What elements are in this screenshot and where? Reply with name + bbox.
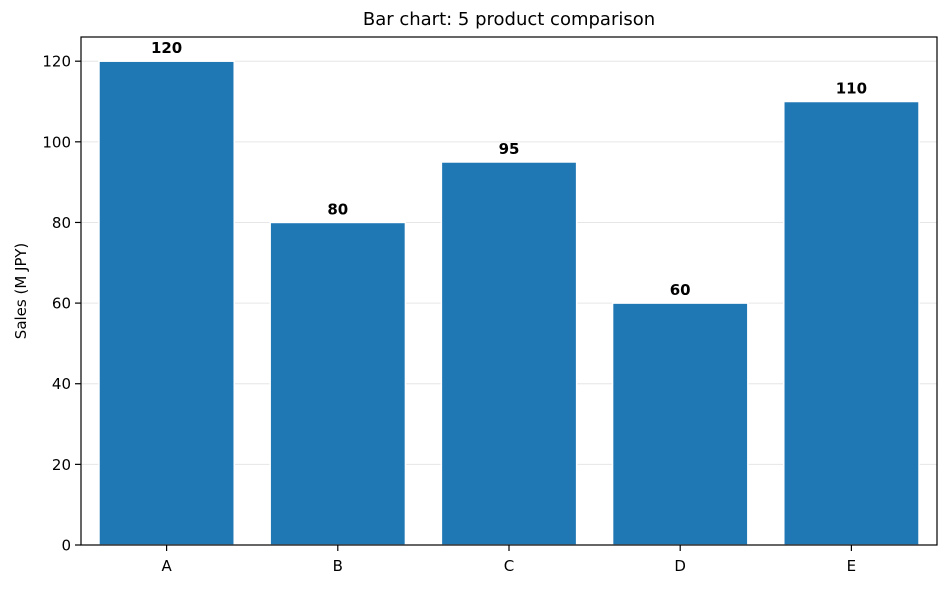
y-axis: 0 20 40 60 80 100 120 — [42, 53, 81, 555]
data-label: 80 — [327, 200, 348, 218]
bar-a — [98, 60, 235, 546]
y-tick-label: 100 — [42, 133, 71, 151]
y-tick-label: 80 — [52, 214, 71, 232]
data-label: 110 — [836, 80, 867, 98]
y-tick-label: 60 — [52, 295, 71, 313]
bar-d — [611, 302, 749, 546]
bars — [98, 60, 920, 546]
y-tick-label: 0 — [61, 537, 71, 555]
data-labels: 120 80 95 60 110 — [151, 39, 867, 299]
y-tick-label: 20 — [52, 456, 71, 474]
chart-title: Bar chart: 5 product comparison — [363, 9, 655, 30]
bar-b — [269, 221, 407, 546]
x-tick-label: B — [333, 557, 343, 575]
y-axis-label: Sales (M JPY) — [12, 243, 30, 339]
x-tick-label: E — [847, 557, 856, 575]
data-label: 60 — [670, 281, 691, 299]
bar-e — [783, 100, 920, 546]
y-tick-label: 40 — [52, 375, 71, 393]
y-tick-label: 120 — [42, 53, 71, 71]
bar-c — [440, 161, 578, 546]
x-tick-label: D — [674, 557, 686, 575]
data-label: 95 — [499, 140, 520, 158]
x-axis: A B C D E — [161, 545, 856, 575]
x-tick-label: A — [161, 557, 172, 575]
data-label: 120 — [151, 39, 182, 57]
x-tick-label: C — [504, 557, 514, 575]
